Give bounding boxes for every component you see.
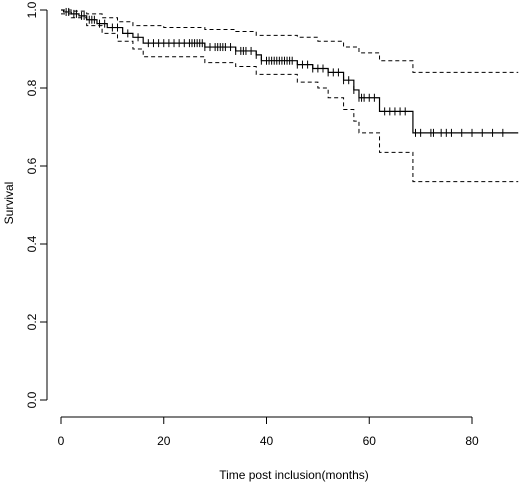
y-tick-label: 1.0 (25, 1, 39, 18)
x-tick-label: 20 (157, 434, 171, 448)
lower-ci-curve (61, 13, 519, 183)
y-tick-label: 0.0 (25, 391, 39, 408)
y-axis-label: Survival (2, 182, 16, 225)
x-tick-label: 0 (58, 434, 65, 448)
y-tick-label: 0.8 (25, 79, 39, 96)
tick-marks (40, 9, 473, 424)
survival-lines (61, 9, 519, 183)
upper-ci-curve (61, 9, 519, 73)
axes (46, 10, 472, 418)
y-tick-label: 0.6 (25, 157, 39, 174)
censor-marks (65, 7, 504, 137)
tick-labels: 0 20 40 60 80 0.0 0.2 0.4 0.6 0.8 1.0 (25, 1, 479, 448)
x-tick-label: 40 (260, 434, 274, 448)
y-tick-label: 0.2 (25, 313, 39, 330)
x-axis-label: Time post inclusion(months) (219, 468, 369, 482)
survival-curve (61, 9, 519, 134)
x-tick-label: 60 (363, 434, 377, 448)
y-tick-label: 0.4 (25, 235, 39, 252)
x-tick-label: 80 (465, 434, 479, 448)
